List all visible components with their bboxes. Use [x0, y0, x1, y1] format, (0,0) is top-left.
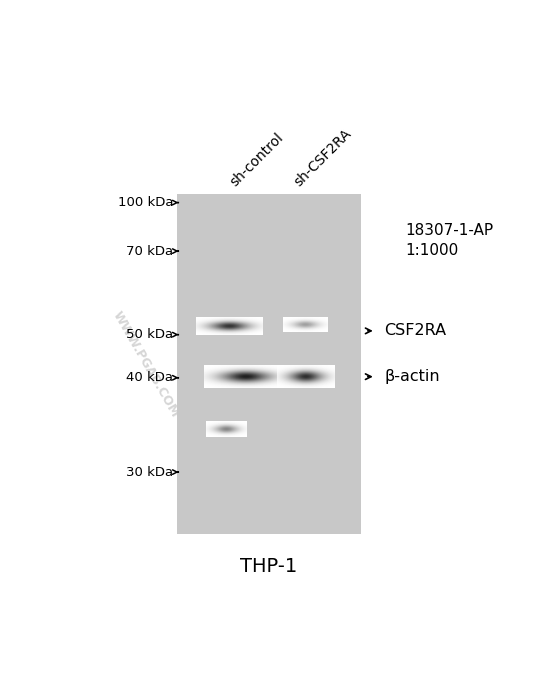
Text: 100 kDa: 100 kDa	[118, 196, 173, 209]
Text: β-actin: β-actin	[384, 369, 440, 384]
Text: WWW.PGAB.COM: WWW.PGAB.COM	[110, 309, 181, 420]
Text: 50 kDa: 50 kDa	[126, 328, 173, 341]
Text: sh-CSF2RA: sh-CSF2RA	[291, 127, 354, 189]
Text: THP-1: THP-1	[240, 557, 298, 576]
Text: 18307-1-AP
1:1000: 18307-1-AP 1:1000	[405, 223, 493, 258]
Text: sh-control: sh-control	[227, 130, 286, 189]
Bar	[178, 195, 361, 534]
Text: CSF2RA: CSF2RA	[384, 323, 446, 338]
Text: 30 kDa: 30 kDa	[126, 466, 173, 479]
Text: 70 kDa: 70 kDa	[126, 244, 173, 258]
Text: 40 kDa: 40 kDa	[126, 371, 173, 384]
